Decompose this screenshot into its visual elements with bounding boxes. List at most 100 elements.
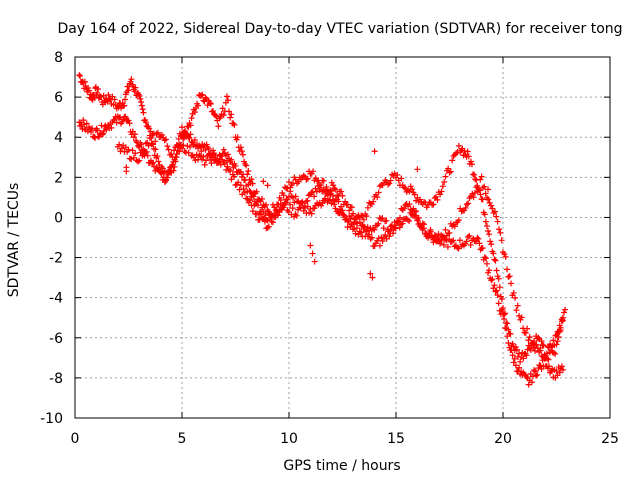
x-tick-label: 10 <box>280 431 298 447</box>
data-point <box>256 196 263 203</box>
data-point <box>346 207 353 214</box>
data-point <box>465 153 472 160</box>
data-point <box>188 138 195 145</box>
data-point <box>531 367 538 374</box>
data-point <box>466 232 473 239</box>
data-point <box>164 174 171 181</box>
data-point <box>439 233 446 240</box>
data-point <box>351 225 358 232</box>
data-point <box>503 325 510 332</box>
data-point <box>559 317 566 324</box>
data-point <box>191 136 198 143</box>
data-point <box>430 201 437 208</box>
data-point <box>244 196 251 203</box>
data-point <box>401 205 408 212</box>
y-tick-label: -2 <box>49 251 63 267</box>
x-axis-label: GPS time / hours <box>283 458 400 474</box>
data-point <box>493 267 500 274</box>
data-point <box>245 167 252 174</box>
data-point <box>311 193 318 200</box>
data-point <box>323 186 330 193</box>
data-point <box>552 350 559 357</box>
data-point <box>364 204 371 211</box>
data-point <box>495 300 502 307</box>
y-axis-label: SDTVAR / TECUs <box>6 183 22 298</box>
data-point <box>475 235 482 242</box>
data-point <box>203 157 210 164</box>
data-point <box>474 234 481 241</box>
data-point <box>202 94 209 101</box>
data-point <box>205 145 212 152</box>
data-point <box>272 213 279 220</box>
data-point <box>430 239 437 246</box>
data-point <box>464 148 471 155</box>
data-point <box>132 150 139 157</box>
data-point <box>537 362 544 369</box>
data-point <box>240 186 247 193</box>
data-point <box>164 143 171 150</box>
data-point <box>501 250 508 257</box>
data-point <box>415 214 422 221</box>
data-point <box>184 123 191 130</box>
data-point <box>207 156 214 163</box>
data-point <box>243 162 250 169</box>
data-point <box>305 192 312 199</box>
data-point <box>204 152 211 159</box>
data-point <box>360 216 367 223</box>
data-point <box>213 113 220 120</box>
data-point <box>451 243 458 250</box>
data-point <box>477 191 484 198</box>
data-point <box>159 165 166 172</box>
data-point <box>467 158 474 165</box>
data-point <box>489 276 496 283</box>
data-point <box>105 91 112 98</box>
data-point <box>154 153 161 160</box>
data-point <box>525 381 532 388</box>
data-point <box>490 250 497 257</box>
x-tick-label: 20 <box>494 431 512 447</box>
data-point <box>118 145 125 152</box>
data-point <box>357 229 364 236</box>
data-point <box>281 184 288 191</box>
data-point <box>85 87 92 94</box>
data-point <box>144 152 151 159</box>
data-point <box>322 196 329 203</box>
data-point <box>390 227 397 234</box>
data-point <box>487 202 494 209</box>
chart-title: Day 164 of 2022, Sidereal Day-to-day VTE… <box>57 21 622 37</box>
data-point <box>92 134 99 141</box>
data-point <box>331 185 338 192</box>
data-point <box>227 114 234 121</box>
data-point <box>188 115 195 122</box>
data-point <box>115 115 122 122</box>
data-point <box>339 192 346 199</box>
data-point <box>99 131 106 138</box>
data-point <box>555 333 562 340</box>
data-point <box>221 149 228 156</box>
data-point <box>399 220 406 227</box>
data-point <box>370 198 377 205</box>
data-point <box>467 241 474 248</box>
data-point <box>320 177 327 184</box>
data-point <box>94 127 101 134</box>
data-point <box>380 225 387 232</box>
data-point <box>375 189 382 196</box>
data-point <box>249 180 256 187</box>
data-point <box>366 231 373 238</box>
data-point <box>191 154 198 161</box>
data-point <box>538 338 545 345</box>
data-point <box>489 205 496 212</box>
data-point <box>363 213 370 220</box>
data-point <box>165 146 172 153</box>
y-tick-label: -4 <box>49 291 63 307</box>
data-point <box>440 241 447 248</box>
data-point <box>482 255 489 262</box>
data-point <box>552 332 559 339</box>
data-point <box>180 142 187 149</box>
data-point <box>241 189 248 196</box>
data-point <box>479 184 486 191</box>
data-point <box>88 128 95 135</box>
data-point <box>454 244 461 251</box>
data-point <box>113 119 120 126</box>
